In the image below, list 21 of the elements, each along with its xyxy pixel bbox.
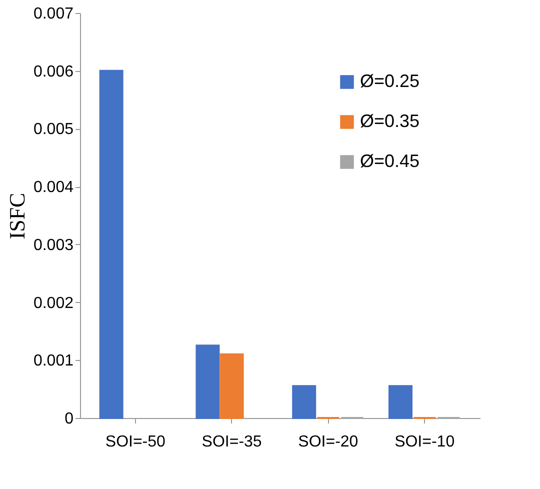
bar [220,353,244,419]
y-tick-label: 0.005 [33,121,74,138]
x-tick-label: SOI=-35 [202,434,262,450]
x-tick-label: SOI=-50 [105,434,166,450]
y-tick-label: 0.006 [33,63,74,80]
x-tick-label: SOI=-20 [298,434,358,450]
y-tick-label: 0.003 [33,236,74,254]
bar [196,344,220,419]
legend-label: Ø=0.25 [360,71,420,91]
y-tick-label: 0.002 [33,294,74,312]
y-tick-label: 0 [64,410,74,428]
y-tick-label: 0.004 [33,179,74,196]
y-tick-label: 0.001 [33,352,74,370]
bar [292,385,316,419]
legend-label: Ø=0.45 [360,151,420,171]
y-tick-label: 0.007 [33,6,74,22]
x-tick-label: SOI=-10 [394,434,455,450]
bar [99,70,124,419]
bar [388,385,412,419]
legend-label: Ø=0.35 [360,111,420,131]
y-axis-title: ISFC [4,192,30,240]
